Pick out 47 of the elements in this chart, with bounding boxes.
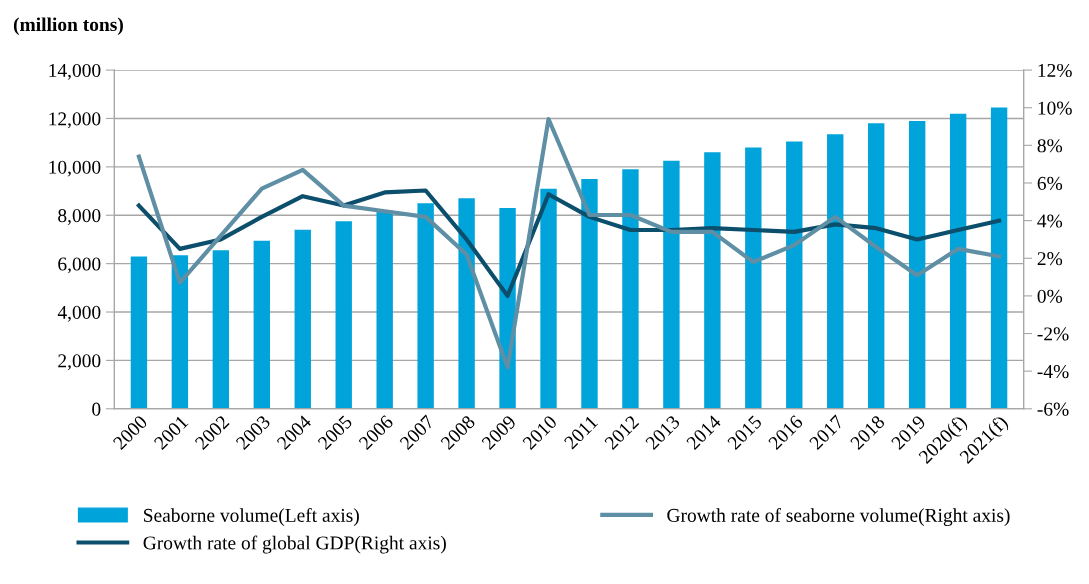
y2-tick-label: 12% [1038, 63, 1072, 78]
bar [990, 107, 1008, 409]
y-tick-label: 6,000 [58, 257, 101, 274]
x-tick-label: 2001 [153, 414, 189, 451]
legend-label: Growth rate of seaborne volume(Right axis) [667, 508, 1010, 526]
bar [376, 210, 393, 409]
y2-tick-label: 0% [1037, 289, 1063, 303]
y2-tick-label: 8% [1037, 139, 1063, 153]
line-series [136, 188, 1002, 298]
bar [417, 203, 434, 409]
y-axis-title: (million tons) [13, 17, 123, 36]
y-tick-label: 10,000 [49, 160, 101, 177]
y2-tick-label: 6% [1037, 176, 1063, 190]
y2-tick-label: 10% [1038, 101, 1072, 115]
bar [949, 113, 967, 409]
bar [253, 240, 270, 409]
bar [581, 178, 598, 409]
bar [130, 256, 148, 409]
bar [745, 147, 762, 409]
y-tick-label: 4,000 [57, 305, 101, 322]
bar [458, 198, 475, 409]
bar [622, 169, 639, 409]
y2-tick-label: 2% [1037, 252, 1063, 266]
bar [540, 188, 557, 409]
bar [663, 160, 680, 409]
bar [827, 134, 844, 409]
y2-tick-label: -6% [1037, 402, 1069, 416]
bar [786, 141, 803, 409]
y-tick-label: 2,000 [58, 354, 101, 371]
bar [868, 123, 885, 409]
y-tick-label: 0 [92, 402, 101, 416]
bar [704, 152, 721, 409]
y2-tick-label: 4% [1037, 214, 1063, 228]
bar [171, 255, 189, 409]
y2-tick-label: -4% [1037, 364, 1069, 379]
legend-label: Seaborne volume(Left axis) [144, 508, 359, 526]
bar [294, 229, 311, 409]
y-tick-label: 14,000 [49, 63, 101, 80]
x-tick-label: 2011 [563, 414, 599, 450]
y2-tick-label: -2% [1037, 327, 1069, 341]
y-tick-label: 12,000 [49, 112, 101, 129]
legend-label: Growth rate of global GDP(Right axis) [143, 535, 446, 554]
line-series [136, 116, 1002, 370]
bar [212, 250, 230, 409]
y-tick-label: 8,000 [58, 209, 101, 225]
bar [908, 120, 926, 409]
bar [335, 221, 352, 409]
